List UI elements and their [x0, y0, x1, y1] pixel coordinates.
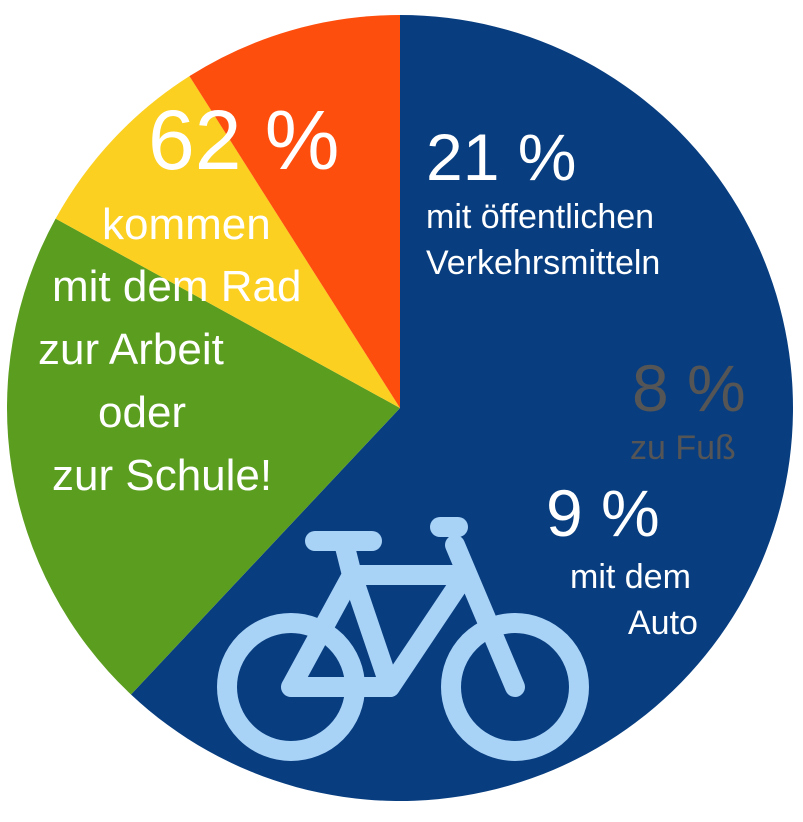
pie-slices — [7, 15, 793, 801]
slice-label-21: 21 % — [426, 120, 577, 194]
slice-text-9-line2: Auto — [628, 604, 698, 642]
slice-label-62: 62 % — [148, 93, 340, 187]
bicycle-icon — [217, 517, 589, 761]
slice-text-9-line1: mit dem — [570, 558, 691, 596]
bicycle-seat-post — [335, 537, 362, 585]
slice-text-62-line2: mit dem Rad — [52, 262, 302, 311]
slice-text-21-line2: Verkehrsmitteln — [426, 244, 661, 282]
slice-text-62-line1: kommen — [102, 200, 271, 249]
bicycle-seat-tube — [342, 565, 400, 697]
bicycle-fork — [445, 535, 525, 697]
slice-text-62-line5: zur Schule! — [52, 451, 273, 500]
slice-text-8-line1: zu Fuß — [630, 429, 736, 467]
slice-text-62-line4: oder — [98, 388, 187, 437]
pie-slice-62 — [130, 15, 793, 801]
slice-label-9: 9 % — [546, 476, 660, 550]
slice-text-62-line3: zur Arbeit — [38, 325, 224, 374]
pie-slice-21 — [7, 218, 401, 695]
slice-text-21-line1: mit öffentlichen — [426, 198, 655, 236]
slice-label-8: 8 % — [632, 351, 746, 425]
bicycle-front-wheel — [441, 613, 589, 761]
pie-slice-8 — [55, 76, 400, 408]
pie-slice-9 — [189, 15, 400, 408]
